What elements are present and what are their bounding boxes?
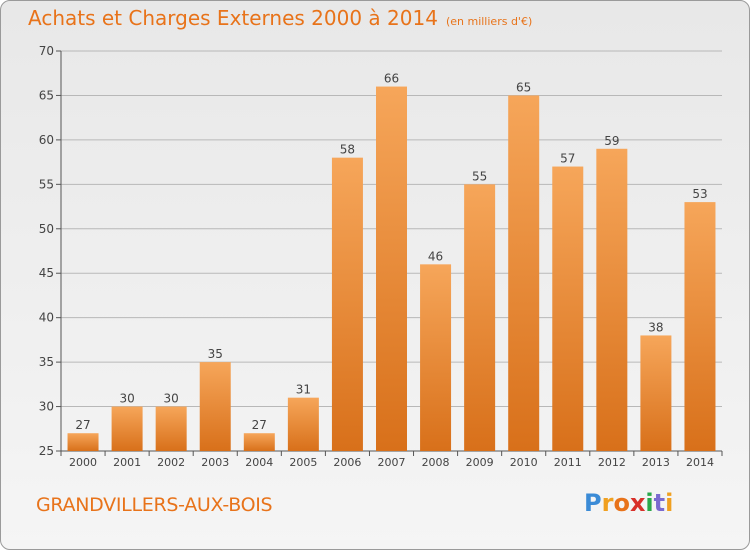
bars bbox=[67, 86, 716, 452]
bar bbox=[155, 406, 187, 451]
bar bbox=[67, 433, 99, 451]
bar bbox=[199, 362, 231, 451]
logo-letter: o bbox=[613, 489, 630, 517]
x-tick-label: 2004 bbox=[245, 456, 273, 469]
data-label: 65 bbox=[516, 80, 531, 94]
x-tick-label: 2008 bbox=[422, 456, 450, 469]
x-tick-label: 2010 bbox=[510, 456, 538, 469]
x-tick-label: 2011 bbox=[554, 456, 582, 469]
y-tick-label: 55 bbox=[39, 177, 54, 191]
x-tick-labels: 2000 2001 2002 2003 2004 2005 2006 2007 2008 2009… bbox=[69, 456, 714, 469]
y-tick-label: 40 bbox=[39, 311, 54, 325]
y-tick-label: 30 bbox=[39, 400, 54, 414]
bar bbox=[508, 95, 540, 451]
logo-letter: P bbox=[584, 489, 602, 517]
bar bbox=[684, 202, 716, 451]
y-tick-label: 45 bbox=[39, 266, 54, 280]
bar bbox=[640, 335, 672, 451]
bar bbox=[243, 433, 275, 451]
data-label: 35 bbox=[208, 347, 223, 361]
y-tick-label: 60 bbox=[39, 133, 54, 147]
bar bbox=[552, 166, 584, 452]
data-label: 55 bbox=[472, 169, 487, 183]
y-tick-labels: 25 30 35 40 45 50 55 60 65 70 bbox=[39, 44, 54, 458]
data-label: 57 bbox=[560, 152, 575, 166]
data-label: 59 bbox=[604, 134, 619, 148]
y-tick-label: 65 bbox=[39, 88, 54, 102]
logo-letter: i bbox=[665, 489, 674, 517]
x-tick-label: 2005 bbox=[289, 456, 317, 469]
data-labels: 27 30 30 35 27 31 58 66 46 55 65 57 59 38 53 bbox=[75, 72, 707, 433]
x-tick-label: 2012 bbox=[598, 456, 626, 469]
logo-letter: t bbox=[653, 489, 666, 517]
x-tick-label: 2014 bbox=[686, 456, 714, 469]
bar bbox=[420, 264, 452, 451]
chart-subtitle: (en milliers d'€) bbox=[445, 15, 533, 28]
bar bbox=[376, 86, 407, 452]
data-label: 27 bbox=[252, 418, 267, 432]
bar bbox=[287, 397, 319, 451]
x-tick-label: 2007 bbox=[378, 456, 406, 469]
x-tick-label: 2000 bbox=[69, 456, 97, 469]
bar bbox=[111, 406, 143, 451]
y-tick-label: 25 bbox=[39, 444, 54, 458]
data-label: 30 bbox=[164, 392, 179, 406]
logo-letter: i bbox=[645, 489, 654, 517]
x-tick-label: 2006 bbox=[333, 456, 361, 469]
data-label: 46 bbox=[428, 249, 443, 263]
y-tick-label: 50 bbox=[39, 222, 54, 236]
y-tick-label: 70 bbox=[39, 44, 54, 58]
data-label: 27 bbox=[75, 418, 90, 432]
proxiti-logo: Proxiti bbox=[584, 489, 673, 517]
x-tick-label: 2009 bbox=[466, 456, 494, 469]
bar bbox=[464, 184, 496, 452]
logo-letter: x bbox=[629, 489, 646, 517]
chart-title: Achats et Charges Externes 2000 à 2014 (e… bbox=[28, 6, 532, 30]
bar bbox=[596, 148, 628, 451]
x-tick-label: 2002 bbox=[157, 456, 185, 469]
x-tick-label: 2001 bbox=[113, 456, 141, 469]
x-tick-label: 2003 bbox=[201, 456, 229, 469]
title-text: Achats et Charges Externes 2000 à 2014 bbox=[28, 6, 438, 30]
data-label: 30 bbox=[119, 392, 134, 406]
y-tick-label: 35 bbox=[39, 355, 54, 369]
bar bbox=[331, 157, 363, 451]
commune-name: GRANDVILLERS-AUX-BOIS bbox=[36, 494, 273, 516]
x-tick-label: 2013 bbox=[642, 456, 670, 469]
data-label: 38 bbox=[648, 320, 663, 334]
data-label: 31 bbox=[296, 383, 311, 397]
data-label: 58 bbox=[340, 143, 355, 157]
data-label: 66 bbox=[384, 72, 399, 86]
data-label: 53 bbox=[692, 187, 707, 201]
logo-letter: r bbox=[601, 489, 614, 517]
